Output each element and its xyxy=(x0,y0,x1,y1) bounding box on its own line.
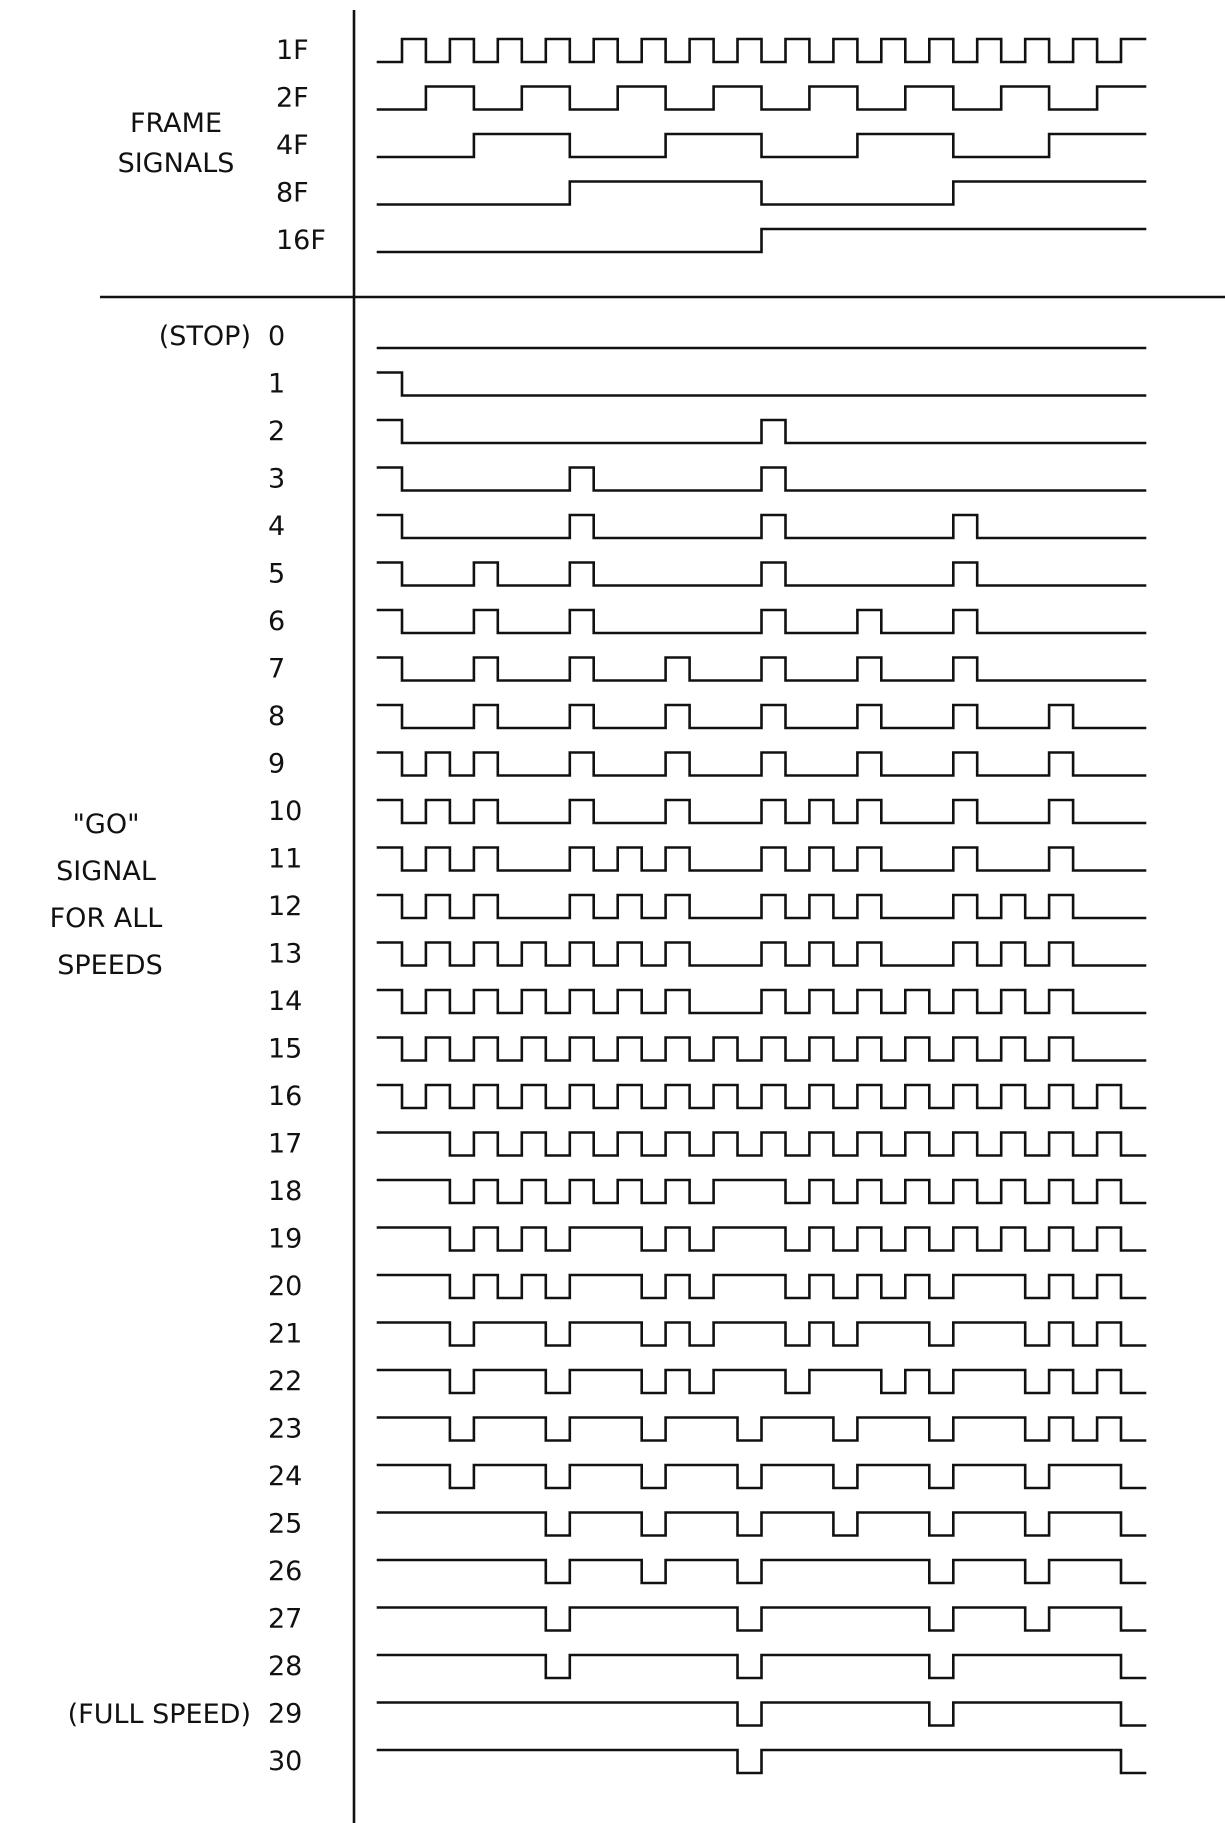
speed-signal-label: 15 xyxy=(268,1034,302,1065)
speed-waveform xyxy=(376,941,1147,967)
speed-signal-label: 25 xyxy=(268,1509,302,1540)
speed-signal-label: 1 xyxy=(268,369,285,400)
speed-signal-label: 18 xyxy=(268,1176,302,1207)
speed-signal-label: 12 xyxy=(268,891,302,922)
speed-waveform xyxy=(376,1606,1147,1632)
speed-signal-label: 29 xyxy=(268,1699,302,1730)
frame-signal-rows: 1F 2F 4F 8F 16F xyxy=(276,35,1147,256)
speed-waveform xyxy=(376,418,1147,445)
speed-signal-label: 2 xyxy=(268,416,285,447)
speed-signal-label: 26 xyxy=(268,1556,302,1587)
speed-waveform xyxy=(376,1226,1147,1252)
speed-signal-label: 7 xyxy=(268,654,285,685)
frame-waveform xyxy=(376,180,1147,206)
frame-waveform xyxy=(376,37,1147,64)
speed-waveform xyxy=(376,1083,1147,1110)
speed-waveform xyxy=(376,846,1147,872)
frame-signal-label: 1F xyxy=(276,35,309,66)
go-signal-label-line-2: SIGNAL xyxy=(56,856,156,887)
speed-signal-label: 6 xyxy=(268,606,285,637)
speed-waveform xyxy=(376,893,1147,920)
speed-signal-label: 9 xyxy=(268,749,285,780)
speed-waveform xyxy=(376,1131,1147,1157)
speed-waveform xyxy=(376,751,1147,777)
frame-waveform xyxy=(376,85,1147,111)
speed-signal-label: 8 xyxy=(268,701,285,732)
speed-signal-label: 23 xyxy=(268,1414,302,1445)
speed-waveform xyxy=(376,1036,1147,1062)
speed-signal-label: 30 xyxy=(268,1746,302,1777)
speed-waveform xyxy=(376,656,1147,682)
speed-waveform xyxy=(376,371,1147,397)
speed-waveform xyxy=(376,1701,1147,1727)
speed-signal-label: 21 xyxy=(268,1319,302,1350)
speed-signal-label: 19 xyxy=(268,1224,302,1255)
speed-waveform xyxy=(376,1653,1147,1680)
speed-waveform xyxy=(376,1416,1147,1442)
frame-waveform xyxy=(376,132,1147,159)
go-signal-label-line-1: "GO" xyxy=(72,809,139,840)
speed-signal-label: 11 xyxy=(268,844,302,875)
speed-signal-label: 4 xyxy=(268,511,285,542)
speed-waveform xyxy=(376,1321,1147,1347)
frame-signals-label-line-1: FRAME xyxy=(130,108,222,139)
frame-signals-label-line-2: SIGNALS xyxy=(118,148,235,179)
frame-signal-label: 16F xyxy=(276,225,326,256)
speed-waveform xyxy=(376,703,1147,730)
go-signal-label-line-3: FOR ALL xyxy=(50,903,163,934)
speed-waveform xyxy=(376,988,1147,1015)
speed-signal-label: 13 xyxy=(268,939,302,970)
speed-waveform xyxy=(376,608,1147,635)
frame-signal-label: 4F xyxy=(276,130,309,161)
speed-signal-label: 10 xyxy=(268,796,302,827)
go-signal-label-line-4: SPEEDS xyxy=(57,950,162,981)
speed-waveform xyxy=(376,1463,1147,1490)
speed-signal-label: 24 xyxy=(268,1461,302,1492)
speed-waveform xyxy=(376,1558,1147,1585)
speed-signal-label: 28 xyxy=(268,1651,302,1682)
speed-signal-label: 20 xyxy=(268,1271,302,1302)
speed-waveform xyxy=(376,1178,1147,1205)
speed-waveform xyxy=(376,1748,1147,1775)
full-speed-label: (FULL SPEED) xyxy=(68,1699,251,1730)
speed-waveform xyxy=(376,513,1147,540)
speed-waveform xyxy=(376,1511,1147,1537)
speed-signal-label: 17 xyxy=(268,1129,302,1160)
speed-waveform xyxy=(376,1273,1147,1300)
speed-waveform xyxy=(376,466,1147,492)
speed-signal-label: 0 xyxy=(268,321,285,352)
speed-signal-label: 3 xyxy=(268,464,285,495)
speed-signal-rows: 0123456789101112131415161718192021222324… xyxy=(268,321,1147,1777)
speed-signal-label: 16 xyxy=(268,1081,302,1112)
speed-signal-label: 22 xyxy=(268,1366,302,1397)
speed-signal-label: 5 xyxy=(268,559,285,590)
speed-waveform xyxy=(376,561,1147,587)
speed-waveform xyxy=(376,798,1147,825)
frame-signal-label: 2F xyxy=(276,83,309,114)
speed-signal-label: 14 xyxy=(268,986,302,1017)
frame-waveform xyxy=(376,227,1147,254)
stop-label: (STOP) xyxy=(159,321,251,352)
frame-signal-label: 8F xyxy=(276,178,309,209)
speed-signal-label: 27 xyxy=(268,1604,302,1635)
speed-waveform xyxy=(376,1368,1147,1395)
